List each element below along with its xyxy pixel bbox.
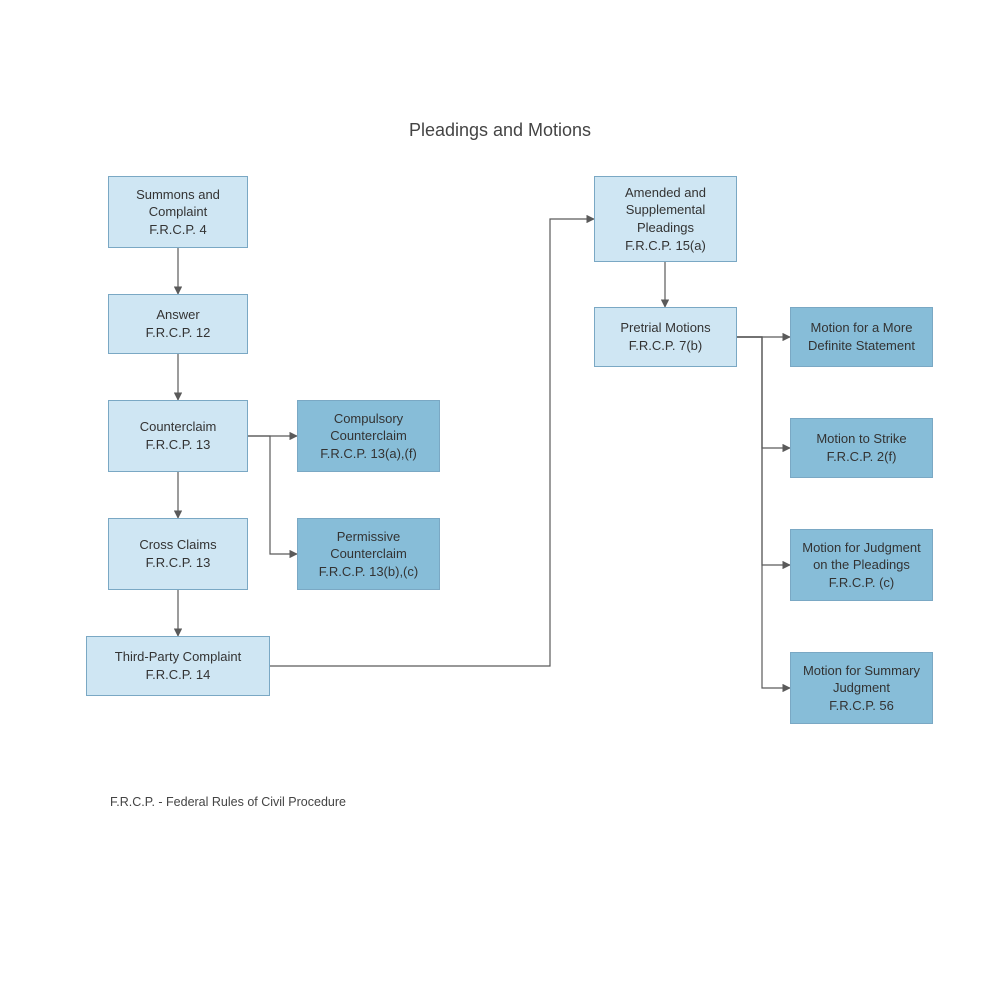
node-answer: AnswerF.R.C.P. 12 <box>108 294 248 354</box>
node-strike: Motion to StrikeF.R.C.P. 2(f) <box>790 418 933 478</box>
edge-pretrial-to-summaryjudg <box>737 337 790 688</box>
edges-layer <box>0 0 1000 1000</box>
node-counterclaim: CounterclaimF.R.C.P. 13 <box>108 400 248 472</box>
node-judgpleadings: Motion for Judgmenton the PleadingsF.R.C… <box>790 529 933 601</box>
node-amended: Amended andSupplementalPleadingsF.R.C.P.… <box>594 176 737 262</box>
node-summaryjudg: Motion for SummaryJudgmentF.R.C.P. 56 <box>790 652 933 724</box>
footnote: F.R.C.P. - Federal Rules of Civil Proced… <box>110 795 346 809</box>
node-compulsory: CompulsoryCounterclaimF.R.C.P. 13(a),(f) <box>297 400 440 472</box>
edge-pretrial-to-judgpleadings <box>737 337 790 565</box>
node-thirdparty: Third-Party ComplaintF.R.C.P. 14 <box>86 636 270 696</box>
node-summons: Summons andComplaintF.R.C.P. 4 <box>108 176 248 248</box>
edge-counterclaim-to-permissive <box>248 436 297 554</box>
diagram-title: Pleadings and Motions <box>370 120 630 141</box>
node-pretrial: Pretrial MotionsF.R.C.P. 7(b) <box>594 307 737 367</box>
node-definite: Motion for a MoreDefinite Statement <box>790 307 933 367</box>
node-permissive: PermissiveCounterclaimF.R.C.P. 13(b),(c) <box>297 518 440 590</box>
edge-pretrial-to-strike <box>737 337 790 448</box>
node-crossclaims: Cross ClaimsF.R.C.P. 13 <box>108 518 248 590</box>
